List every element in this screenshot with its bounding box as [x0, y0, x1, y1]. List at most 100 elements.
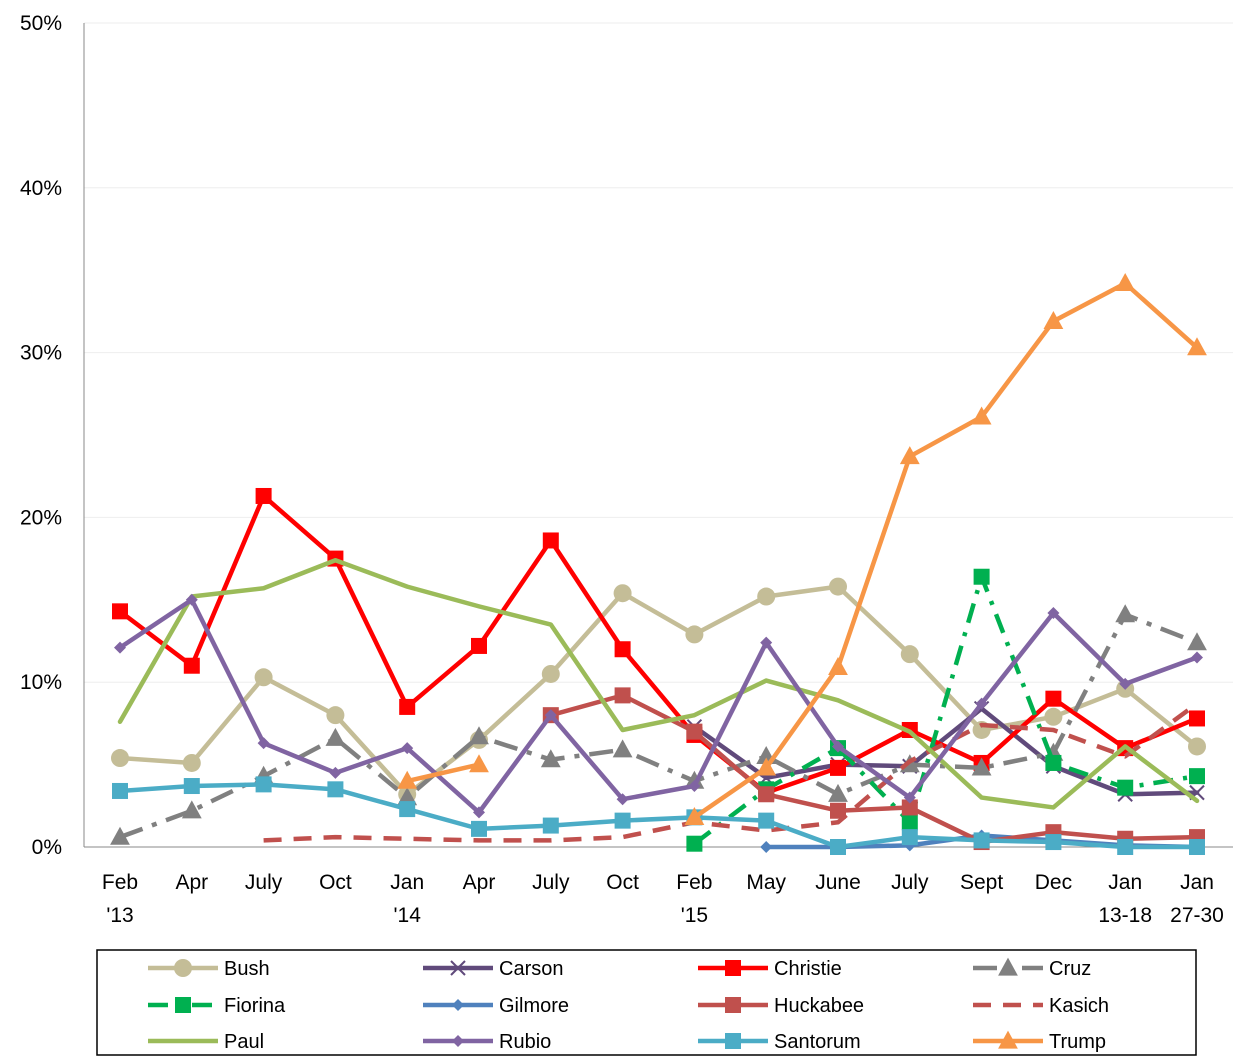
- y-tick-label: 40%: [20, 177, 62, 200]
- data-point-santorum: [1117, 839, 1134, 855]
- legend-label-trump: Trump: [1049, 1031, 1106, 1053]
- data-point-trump: [1043, 310, 1064, 329]
- legend-item-bush: Bush: [148, 958, 270, 980]
- data-point-christie: [1045, 690, 1062, 707]
- legend-label-gilmore: Gilmore: [499, 995, 569, 1017]
- legend-marker-gilmore: [452, 999, 464, 1011]
- data-point-santorum: [542, 817, 559, 834]
- data-point-rubio: [473, 806, 485, 819]
- data-point-santorum: [901, 829, 918, 846]
- legend-item-santorum: Santorum: [698, 1031, 861, 1053]
- x-tick-sublabel: '15: [681, 904, 708, 927]
- data-point-cruz: [971, 757, 992, 776]
- x-tick-sublabel: '13: [106, 904, 133, 927]
- x-tick-label: Oct: [319, 871, 352, 894]
- legend-marker-cruz: [998, 957, 1018, 976]
- gridlines: [84, 22, 1233, 683]
- series-rubio: [114, 593, 1203, 819]
- data-point-rubio: [1047, 606, 1060, 619]
- data-point-cruz: [469, 726, 489, 745]
- legend-label-rubio: Rubio: [499, 1031, 551, 1053]
- data-point-santorum: [327, 781, 344, 798]
- data-point-trump: [756, 757, 777, 776]
- series-line-trump: [692, 281, 1200, 820]
- data-point-santorum: [830, 839, 846, 855]
- series-santorum: [112, 776, 1205, 855]
- data-point-trump: [828, 657, 848, 676]
- data-point-bush: [685, 625, 704, 644]
- data-point-christie: [1189, 710, 1205, 727]
- data-point-bush: [1188, 737, 1206, 756]
- x-tick-label: July: [532, 871, 570, 894]
- x-tick-label: Apr: [463, 871, 496, 894]
- data-point-rubio: [832, 740, 844, 753]
- data-point-huckabee: [614, 687, 631, 704]
- data-point-trump: [469, 754, 489, 773]
- series-line-bush: [117, 584, 1200, 797]
- x-tick-label: Jan: [1180, 871, 1214, 894]
- legend-label-huckabee: Huckabee: [774, 995, 864, 1017]
- series-trump: [397, 273, 1207, 825]
- data-point-rubio: [544, 709, 557, 722]
- data-point-santorum: [1045, 834, 1062, 851]
- x-tick-label: Oct: [606, 871, 639, 894]
- data-point-santorum: [614, 812, 631, 829]
- data-point-huckabee: [901, 799, 918, 816]
- x-tick-label: Sept: [960, 871, 1003, 894]
- legend-item-cruz: Cruz: [973, 957, 1091, 980]
- data-point-rubio: [688, 780, 701, 793]
- legend-item-gilmore: Gilmore: [423, 995, 569, 1017]
- series-line-fiorina: [693, 574, 1198, 846]
- data-point-huckabee: [830, 802, 846, 819]
- data-point-trump: [397, 770, 418, 789]
- data-point-cruz: [1115, 604, 1136, 623]
- legend-label-carson: Carson: [499, 958, 563, 980]
- legend: Bush Carson Christie Cruz Fiorina Gilmore Huck…: [96, 949, 1197, 1056]
- x-tick-label: June: [815, 871, 861, 894]
- data-point-christie: [255, 487, 272, 504]
- data-point-rubio: [975, 697, 988, 710]
- series-paul: [117, 557, 1200, 810]
- axes: [83, 23, 1233, 848]
- legend-marker-rubio: [452, 1035, 464, 1047]
- data-point-cruz: [684, 770, 705, 789]
- data-point-trump: [971, 406, 992, 425]
- data-point-cruz: [110, 826, 130, 845]
- data-point-cruz: [612, 739, 633, 758]
- legend-marker-santorum: [725, 1033, 741, 1049]
- legend-marker-trump: [998, 1030, 1018, 1049]
- data-point-gilmore: [760, 841, 773, 853]
- data-point-bush: [541, 664, 560, 683]
- data-point-bush: [900, 645, 919, 664]
- data-point-cruz: [1187, 632, 1207, 651]
- data-point-cruz: [397, 787, 418, 806]
- legend-item-christie: Christie: [698, 958, 842, 980]
- data-point-fiorina: [1045, 754, 1062, 771]
- x-tick-label: July: [245, 871, 283, 894]
- series-huckabee: [542, 687, 1205, 851]
- legend-label-paul: Paul: [224, 1031, 264, 1053]
- series-line-rubio: [117, 597, 1200, 815]
- y-tick-labels: 0% 10% 20% 30% 40% 50%: [20, 12, 62, 859]
- data-point-bush: [111, 749, 129, 768]
- series-lines: [110, 273, 1207, 855]
- data-point-bush: [757, 587, 776, 606]
- data-point-fiorina: [901, 814, 918, 831]
- data-point-christie: [614, 641, 631, 658]
- data-point-santorum: [973, 832, 990, 849]
- legend-label-kasich: Kasich: [1049, 995, 1109, 1017]
- data-point-christie: [471, 637, 487, 654]
- data-point-bush: [613, 584, 632, 603]
- x-tick-labels: Feb '13 Apr July Oct Jan '14 Apr July Oct Feb '15 Ma…: [102, 871, 1224, 927]
- x-tick-label: Feb: [676, 871, 712, 894]
- data-point-huckabee: [686, 723, 703, 740]
- legend-item-carson: Carson: [423, 958, 563, 980]
- y-tick-label: 50%: [20, 12, 62, 35]
- data-point-trump: [899, 446, 920, 465]
- y-tick-label: 30%: [20, 342, 62, 365]
- data-point-bush: [829, 577, 847, 596]
- data-point-trump: [684, 806, 705, 825]
- data-point-bush: [1044, 707, 1063, 726]
- series-line-christie: [117, 493, 1200, 795]
